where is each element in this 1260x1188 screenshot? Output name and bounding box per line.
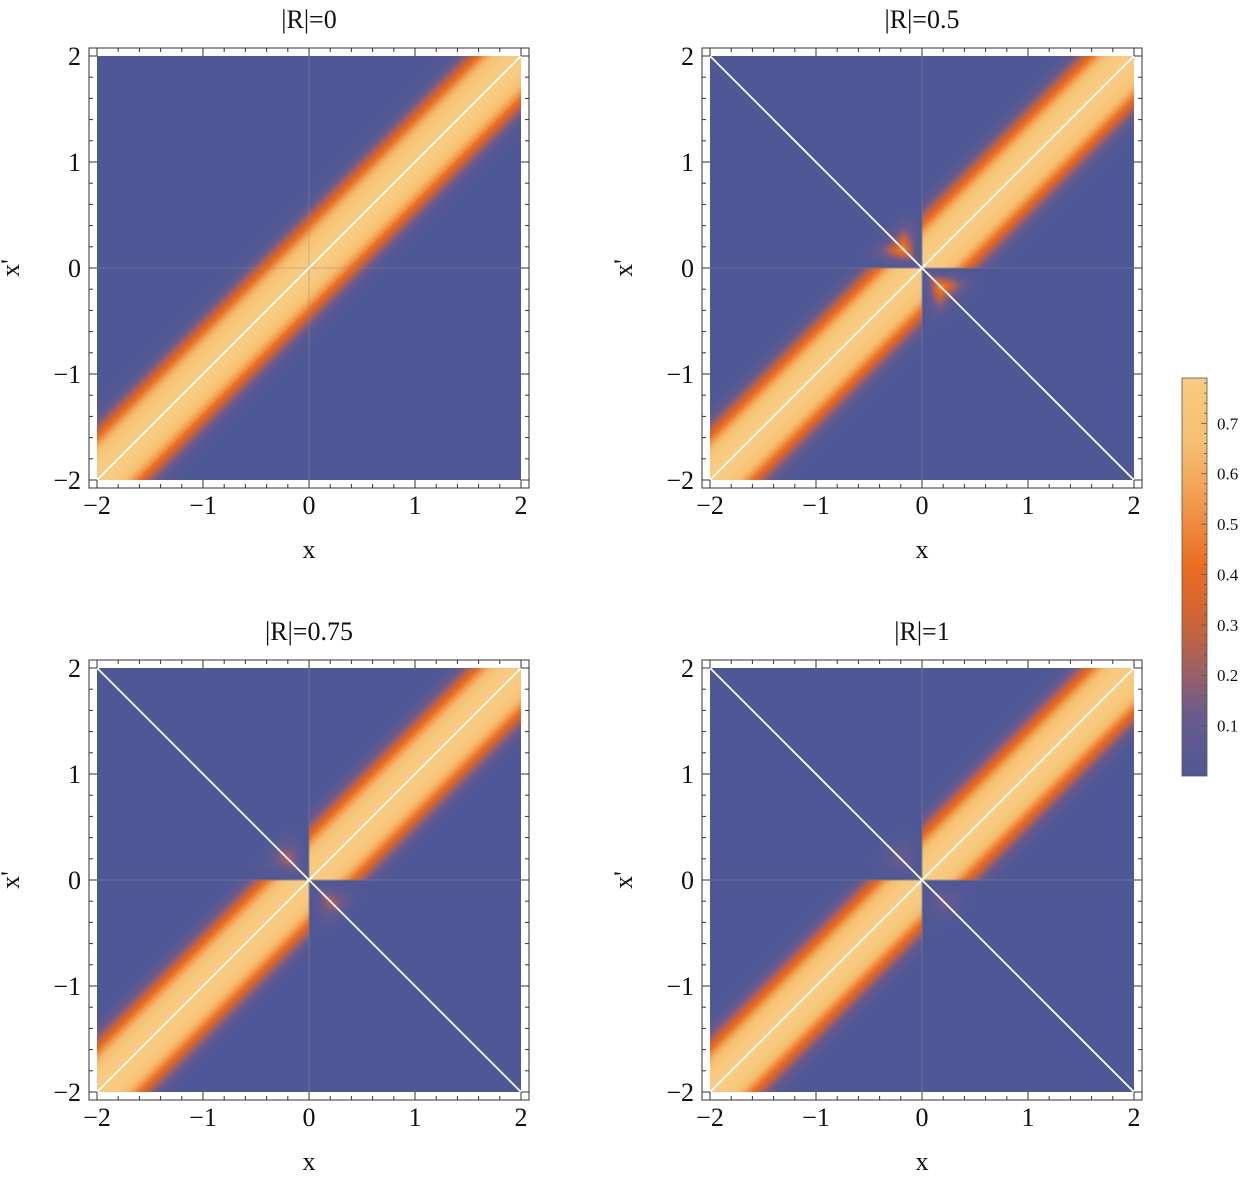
y-tick-label: −2: [666, 1078, 694, 1107]
y-tick-label: 2: [68, 654, 81, 683]
x-tick-label: 1: [1022, 491, 1035, 520]
panel-2: −2−2 −1 −1 0 0 1 1 2 2 x x' |R|=0.5: [609, 5, 1143, 564]
y-tick-label: 2: [68, 42, 81, 71]
y-tick-label: 1: [681, 760, 694, 789]
x-axis-label: x: [303, 535, 316, 564]
colorbar-tick-label: 0.2: [1217, 666, 1238, 685]
y-tick-label: 2: [681, 42, 694, 71]
y-tick-label: 1: [681, 148, 694, 177]
panel-4: −2−2 −1 −1 0 0 1 1 2 2 x x' |R|=1: [609, 617, 1143, 1176]
y-axis-label: x': [0, 871, 25, 889]
x-tick-label: −2: [696, 491, 724, 520]
colorbar-tick-label: 0.7: [1217, 414, 1239, 433]
x-axis-label: x: [916, 535, 929, 564]
y-tick-label: −1: [666, 972, 694, 1001]
y-tick-label: 0: [681, 866, 694, 895]
y-axis-label: x': [609, 871, 638, 889]
colorbar-tick-label: 0.6: [1217, 465, 1238, 484]
y-tick-label: −2: [53, 1078, 81, 1107]
colorbar-tick-label: 0.1: [1217, 717, 1238, 736]
panel-title: |R|=0: [281, 5, 336, 34]
y-tick-label: 1: [68, 760, 81, 789]
panel-title: |R|=0.75: [265, 617, 353, 646]
colorbar-tick-label: 0.5: [1217, 515, 1238, 534]
x-axis-label: x: [916, 1147, 929, 1176]
x-tick-label: 0: [303, 1103, 316, 1132]
colorbar: 0.1 0.2 0.3 0.4 0.5 0.6 0.7: [1181, 377, 1239, 777]
y-tick-label: 0: [68, 866, 81, 895]
y-tick-label: −2: [53, 466, 81, 495]
x-tick-label: 2: [515, 491, 528, 520]
y-tick-label: 1: [68, 148, 81, 177]
colorbar-tick-label: 0.4: [1217, 565, 1239, 584]
y-tick-label: 2: [681, 654, 694, 683]
colorbar-tick-label: 0.3: [1217, 616, 1238, 635]
panel-3: −2−2 −1 −1 0 0 1 1 2 2 x x' |R|=0.75: [0, 617, 530, 1176]
x-tick-label: −1: [802, 491, 830, 520]
x-tick-label: 2: [1128, 1103, 1141, 1132]
panel-title: |R|=1: [894, 617, 949, 646]
x-axis-label: x: [303, 1147, 316, 1176]
y-tick-label: 0: [681, 254, 694, 283]
x-tick-label: −1: [189, 1103, 217, 1132]
y-tick-label: −1: [53, 360, 81, 389]
y-tick-label: −1: [666, 360, 694, 389]
x-tick-label: −2: [83, 491, 111, 520]
panel-1: −2−2 −1 −1 0 0 1 1 2 2 x x' |R|=0: [0, 5, 530, 564]
x-tick-label: −1: [802, 1103, 830, 1132]
x-tick-label: −1: [189, 491, 217, 520]
y-tick-label: −2: [666, 466, 694, 495]
x-tick-label: 1: [409, 491, 422, 520]
anti-diagonal-line: [709, 667, 1135, 1093]
y-tick-label: −1: [53, 972, 81, 1001]
x-tick-label: −2: [83, 1103, 111, 1132]
x-tick-label: 1: [1022, 1103, 1035, 1132]
x-tick-label: 0: [916, 1103, 929, 1132]
x-tick-label: 0: [916, 491, 929, 520]
panels: −2−2−1−1001122xx'|R|=0−2−2−1−1001122xx'|…: [0, 5, 1143, 1176]
colorbar-gradient: [1181, 377, 1208, 777]
panel-title: |R|=0.5: [885, 5, 960, 34]
diagonal-line: [96, 55, 522, 481]
y-axis-label: x': [0, 259, 25, 277]
anti-diagonal-line: [709, 55, 1135, 481]
anti-diagonal-line: [96, 667, 522, 1093]
x-tick-label: 2: [1128, 491, 1141, 520]
x-tick-label: −2: [696, 1103, 724, 1132]
x-tick-label: 1: [409, 1103, 422, 1132]
x-tick-label: 2: [515, 1103, 528, 1132]
y-tick-label: 0: [68, 254, 81, 283]
y-axis-label: x': [609, 259, 638, 277]
x-tick-label: 0: [303, 491, 316, 520]
